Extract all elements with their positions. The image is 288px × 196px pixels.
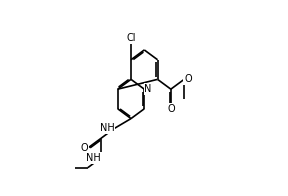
Text: NH: NH bbox=[86, 153, 101, 163]
Text: NH: NH bbox=[100, 123, 114, 133]
Text: O: O bbox=[184, 74, 192, 84]
Text: O: O bbox=[80, 143, 88, 153]
Text: Cl: Cl bbox=[126, 33, 136, 43]
Text: O: O bbox=[167, 104, 175, 114]
Text: N: N bbox=[144, 84, 152, 94]
